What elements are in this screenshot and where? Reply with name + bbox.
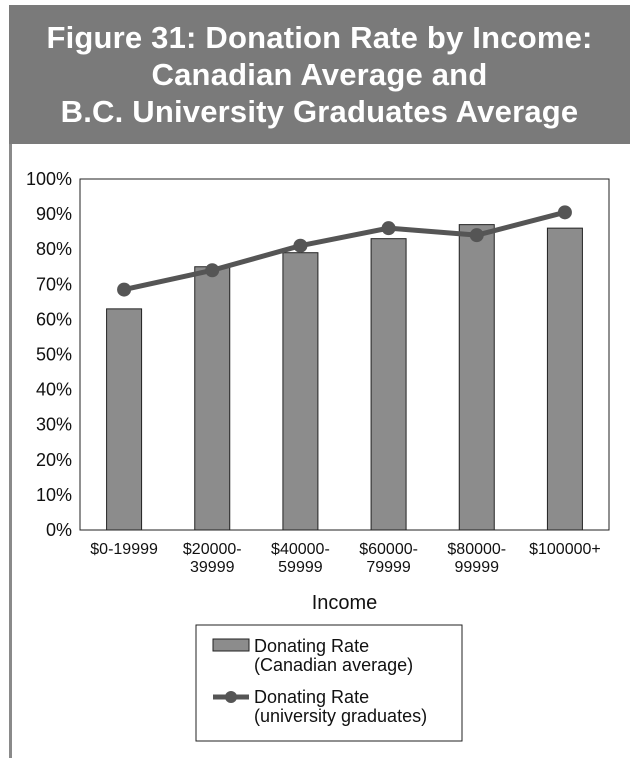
y-tick-label: 20% — [36, 450, 72, 470]
y-tick-label: 60% — [36, 309, 72, 329]
figure-title-line-1: Figure 31: Donation Rate by Income: — [46, 20, 593, 55]
left-border-rule — [9, 144, 12, 758]
legend-swatch-marker — [225, 691, 237, 703]
x-category-label: $100000+ — [529, 541, 601, 558]
y-tick-label: 70% — [36, 274, 72, 294]
y-tick-label: 50% — [36, 345, 72, 365]
point-university-graduates — [469, 228, 484, 243]
y-tick-label: 80% — [36, 239, 72, 259]
bar-canadian-average — [106, 308, 143, 531]
x-category-label: $80000- — [447, 541, 506, 558]
point-university-graduates — [557, 205, 572, 220]
legend-label-university-graduates: (university graduates) — [254, 706, 427, 726]
x-category-label: $40000- — [271, 541, 330, 558]
y-tick-label: 100% — [26, 169, 72, 189]
legend-label-canadian-average: (Canadian average) — [254, 655, 413, 675]
legend-label-university-graduates: Donating Rate — [254, 687, 369, 707]
legend-label-canadian-average: Donating Rate — [254, 636, 369, 656]
x-category-label: $20000- — [183, 541, 242, 558]
bar-canadian-average — [546, 227, 583, 531]
figure-title-line-3: B.C. University Graduates Average — [60, 94, 579, 129]
point-university-graduates — [293, 238, 308, 253]
y-tick-label: 10% — [36, 485, 72, 505]
point-university-graduates — [117, 282, 132, 297]
x-axis-title: Income — [312, 592, 378, 614]
figure-title: Figure 31: Donation Rate by Income: Cana… — [9, 5, 630, 144]
point-university-graduates — [381, 221, 396, 236]
legend-swatch-bar — [212, 638, 250, 652]
figure-title-line-2: Canadian Average and — [151, 57, 488, 92]
x-category-label: $60000- — [359, 541, 418, 558]
y-tick-label: 30% — [36, 415, 72, 435]
bar-canadian-average — [282, 252, 319, 531]
bar-canadian-average — [458, 224, 495, 531]
line-university-graduates — [123, 209, 566, 293]
bar-canadian-average — [194, 266, 231, 531]
x-category-label: 99999 — [455, 559, 500, 576]
plot-area-frame — [79, 178, 610, 531]
x-category-label: 39999 — [190, 559, 235, 576]
point-university-graduates — [205, 263, 220, 278]
y-tick-label: 90% — [36, 204, 72, 224]
y-tick-label: 40% — [36, 380, 72, 400]
x-category-label: $0-19999 — [90, 541, 158, 558]
bar-canadian-average — [370, 238, 407, 531]
y-tick-label: 0% — [46, 520, 72, 540]
x-category-label: 79999 — [366, 559, 411, 576]
x-category-label: 59999 — [278, 559, 323, 576]
